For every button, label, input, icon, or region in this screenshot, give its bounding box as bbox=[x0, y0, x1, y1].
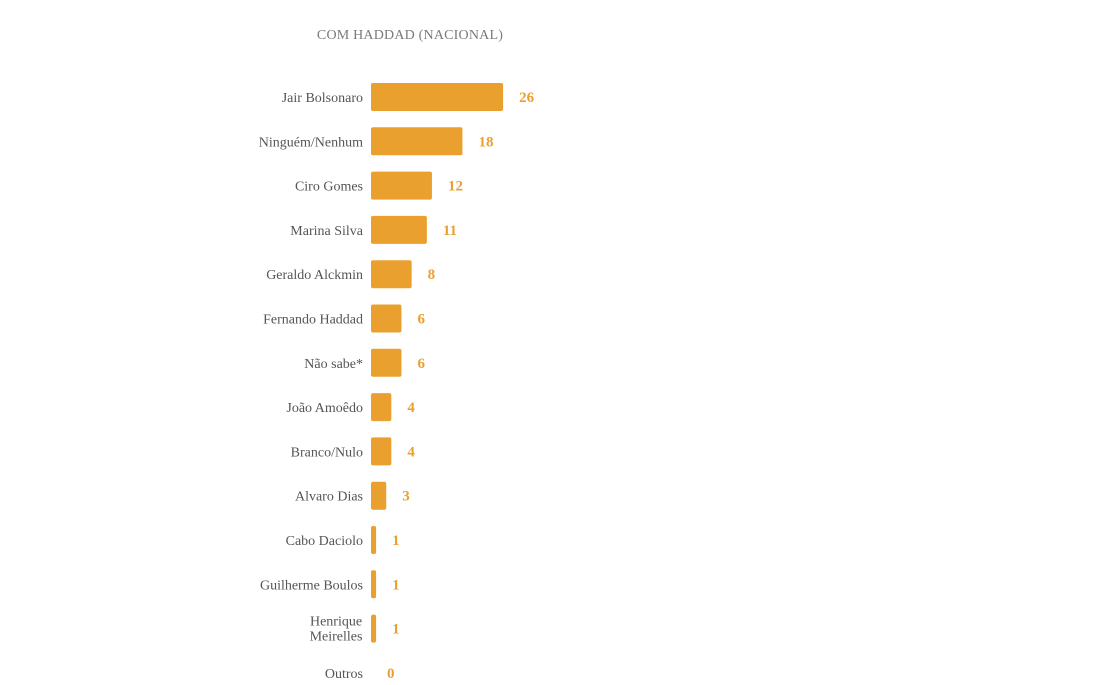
bar bbox=[371, 172, 432, 200]
category-label: Não sabe* bbox=[304, 357, 363, 372]
value-label: 26 bbox=[519, 90, 535, 106]
bar bbox=[371, 393, 391, 421]
category-label: Alvaro Dias bbox=[295, 490, 363, 505]
value-label: 4 bbox=[407, 400, 415, 416]
bar bbox=[371, 570, 376, 598]
value-label: 6 bbox=[417, 312, 425, 328]
chart-title: COM HADDAD (NACIONAL) bbox=[317, 28, 503, 43]
bar bbox=[371, 216, 427, 244]
bar bbox=[371, 482, 386, 510]
value-label: 3 bbox=[402, 489, 410, 505]
value-label: 1 bbox=[392, 622, 400, 638]
value-label: 4 bbox=[407, 444, 415, 460]
bar bbox=[371, 437, 391, 465]
value-label: 11 bbox=[443, 223, 457, 239]
bar bbox=[371, 526, 376, 554]
category-label: Cabo Daciolo bbox=[286, 534, 363, 549]
bar bbox=[371, 615, 376, 643]
category-label: Geraldo Alckmin bbox=[266, 268, 363, 283]
value-label: 6 bbox=[417, 356, 425, 372]
category-label: Fernando Haddad bbox=[263, 313, 363, 328]
value-label: 1 bbox=[392, 577, 400, 593]
bar bbox=[371, 260, 412, 288]
category-label: Ninguém/Nenhum bbox=[259, 135, 363, 150]
bar bbox=[371, 349, 401, 377]
category-label: Henrique Meirelles bbox=[310, 615, 363, 645]
category-label: Ciro Gomes bbox=[295, 180, 363, 195]
bar bbox=[371, 83, 503, 111]
category-label: Guilherme Boulos bbox=[260, 578, 363, 593]
category-label: Jair Bolsonaro bbox=[282, 91, 363, 106]
bar bbox=[371, 305, 401, 333]
value-label: 18 bbox=[478, 134, 493, 150]
category-label: João Amoêdo bbox=[286, 401, 363, 416]
value-label: 8 bbox=[428, 267, 436, 283]
bar bbox=[371, 127, 462, 155]
category-label: Outros bbox=[325, 667, 363, 682]
category-label: Marina Silva bbox=[290, 224, 363, 239]
value-label: 0 bbox=[387, 666, 395, 682]
value-label: 12 bbox=[448, 179, 463, 195]
value-label: 1 bbox=[392, 533, 400, 549]
category-label: Branco/Nulo bbox=[291, 445, 363, 460]
